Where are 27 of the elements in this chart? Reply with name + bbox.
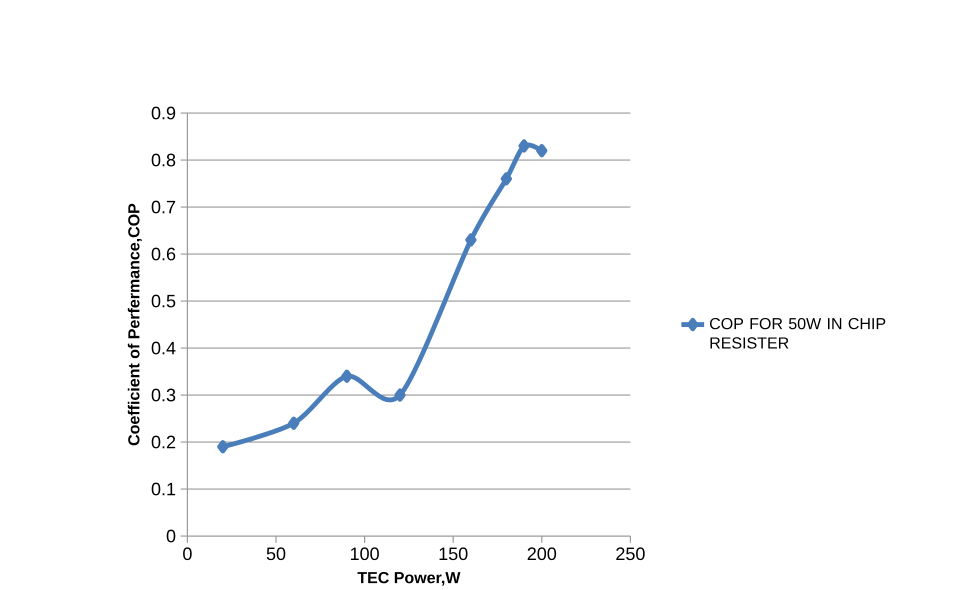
point <box>536 144 548 158</box>
y-tick-label: 0.8 <box>152 154 176 166</box>
point <box>341 370 352 383</box>
x-axis-title: TEC Power,W <box>358 572 460 586</box>
point <box>217 440 228 454</box>
y-tick-label: 0.1 <box>152 482 176 496</box>
y-tick-label: 0.7 <box>152 200 176 214</box>
y-tick-label: 0.4 <box>152 342 176 354</box>
y-tick-label: 0.5 <box>152 294 176 308</box>
y-tick-label: 0.3 <box>152 388 176 402</box>
y-tick-label: 0 <box>166 530 176 542</box>
x-tick-label: 250 <box>616 547 645 560</box>
point <box>394 388 406 402</box>
point <box>518 139 530 153</box>
point <box>465 233 477 247</box>
y-tick-label: 0.9 <box>152 106 176 120</box>
point <box>500 172 512 186</box>
y-tick-label: 0.2 <box>152 436 176 448</box>
point <box>288 416 300 430</box>
legend-label: COP FOR 50W IN CHIP RESISTER <box>710 318 886 349</box>
x-tick-label: 50 <box>266 547 286 560</box>
x-tick-label: 100 <box>350 547 379 560</box>
x-tick-label: 200 <box>528 547 556 560</box>
x-tick-label: 0 <box>183 547 192 560</box>
y-tick-label: 0.6 <box>152 248 176 260</box>
y-axis-title: Coefficient of Perfermance,COP <box>128 204 142 446</box>
x-tick-label: 150 <box>440 547 468 560</box>
